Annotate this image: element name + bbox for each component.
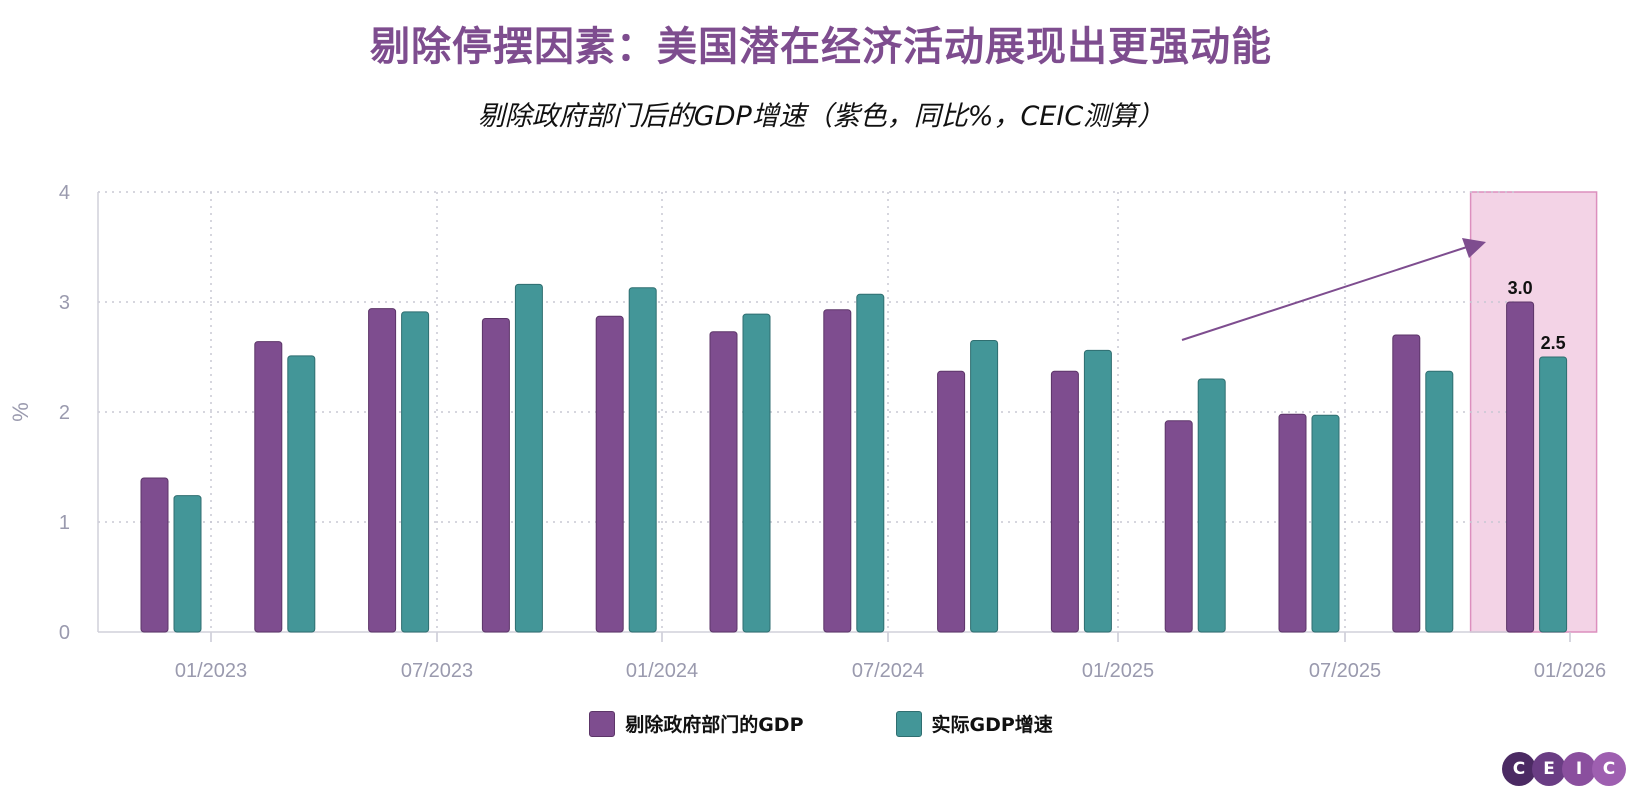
bar-ex-gov-gdp xyxy=(140,477,169,633)
logo-letter: C xyxy=(1592,752,1626,786)
trend-arrow-line xyxy=(1181,245,1471,341)
bar-real-gdp xyxy=(401,311,430,633)
bar-real-gdp xyxy=(514,283,543,633)
bar-real-gdp xyxy=(970,340,999,633)
bar-ex-gov-gdp xyxy=(254,341,283,633)
y-tick-label: 3 xyxy=(59,292,70,314)
y-tick-label: 1 xyxy=(59,512,70,534)
bar-real-gdp xyxy=(1425,370,1454,633)
bar-real-gdp xyxy=(1311,414,1340,633)
legend: 剔除政府部门的GDP 实际GDP增速 xyxy=(0,710,1642,737)
bar-ex-gov-gdp xyxy=(481,318,510,633)
data-label: 3.0 xyxy=(1508,278,1533,298)
bar-ex-gov-gdp xyxy=(368,308,397,633)
bar-real-gdp xyxy=(856,293,885,633)
y-tick-label: 2 xyxy=(59,402,70,424)
legend-label: 实际GDP增速 xyxy=(931,714,1053,736)
bar-ex-gov-gdp xyxy=(595,315,624,633)
trend-arrow-head xyxy=(1462,238,1486,258)
bar-real-gdp xyxy=(1083,349,1112,633)
y-tick-label: 0 xyxy=(59,622,70,644)
y-axis-label: % xyxy=(8,402,33,422)
legend-item-ex-gov-gdp: 剔除政府部门的GDP xyxy=(589,710,804,737)
chart-title: 剔除停摆因素：美国潜在经济活动展现出更强动能 xyxy=(370,24,1272,70)
bar-real-gdp xyxy=(1539,356,1568,633)
x-tick-label: 07/2025 xyxy=(1309,660,1381,682)
x-tick-label: 07/2023 xyxy=(401,660,473,682)
bar-real-gdp xyxy=(287,355,316,633)
bar-real-gdp xyxy=(628,287,657,633)
bar-real-gdp xyxy=(742,313,771,633)
bar-ex-gov-gdp xyxy=(1164,420,1193,633)
logo-letter: C xyxy=(1502,752,1536,786)
legend-swatch-purple xyxy=(589,710,616,737)
legend-label: 剔除政府部门的GDP xyxy=(625,714,804,736)
y-tick-label: 4 xyxy=(59,182,70,204)
legend-swatch-teal xyxy=(895,710,922,737)
x-tick-label: 07/2024 xyxy=(852,660,924,682)
bar-ex-gov-gdp xyxy=(1392,334,1421,633)
chart-subtitle: 剔除政府部门后的GDP增速（紫色，同比%，CEIC测算） xyxy=(477,101,1165,132)
data-label: 2.5 xyxy=(1541,333,1566,353)
x-tick-label: 01/2025 xyxy=(1082,660,1154,682)
legend-item-real-gdp: 实际GDP增速 xyxy=(895,710,1053,737)
x-tick-label: 01/2026 xyxy=(1534,660,1606,682)
bar-ex-gov-gdp xyxy=(709,331,738,633)
bar-ex-gov-gdp xyxy=(937,370,966,633)
bar-ex-gov-gdp xyxy=(823,309,852,633)
logo-letter: I xyxy=(1562,752,1596,786)
bar-ex-gov-gdp xyxy=(1278,413,1307,633)
bar-ex-gov-gdp xyxy=(1050,370,1079,633)
bar-real-gdp xyxy=(1197,378,1226,633)
bar-real-gdp xyxy=(173,495,202,633)
ceic-logo: C E I C xyxy=(1502,752,1626,786)
bar-ex-gov-gdp xyxy=(1506,301,1535,633)
x-tick-label: 01/2024 xyxy=(626,660,698,682)
logo-letter: E xyxy=(1532,752,1566,786)
x-tick-label: 01/2023 xyxy=(175,660,247,682)
